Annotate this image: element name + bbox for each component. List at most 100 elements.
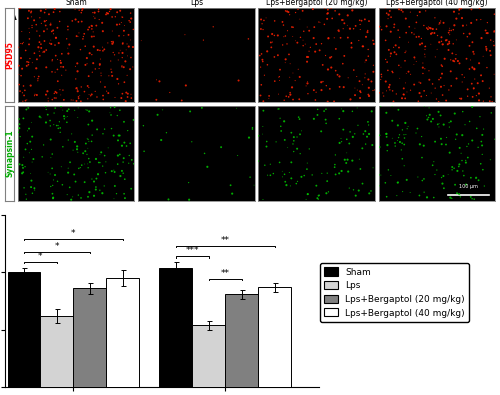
Point — [118, 62, 126, 69]
Point — [426, 25, 434, 32]
Point — [96, 61, 104, 68]
Point — [64, 165, 72, 171]
Point — [122, 47, 130, 53]
Point — [276, 115, 284, 121]
Point — [472, 175, 480, 182]
Point — [74, 19, 82, 25]
Point — [26, 36, 34, 42]
Point — [426, 77, 434, 83]
Point — [22, 106, 30, 113]
Point — [32, 21, 40, 28]
Point — [262, 143, 270, 150]
Point — [16, 88, 24, 94]
Point — [128, 157, 136, 163]
Point — [406, 189, 414, 196]
Point — [459, 168, 467, 174]
Point — [292, 181, 300, 187]
Point — [82, 140, 90, 147]
Point — [110, 52, 118, 58]
Point — [314, 195, 322, 201]
Point — [74, 34, 82, 40]
Point — [322, 117, 330, 123]
Point — [46, 136, 54, 143]
Point — [50, 9, 58, 15]
Point — [288, 175, 296, 181]
Point — [330, 98, 338, 105]
Point — [16, 40, 24, 47]
Point — [49, 27, 57, 34]
Point — [464, 141, 472, 147]
Point — [438, 63, 446, 70]
Point — [76, 92, 84, 98]
Text: ***: *** — [186, 246, 199, 255]
Point — [462, 157, 469, 164]
Point — [466, 66, 473, 72]
Point — [186, 108, 194, 115]
Point — [46, 123, 54, 129]
Point — [40, 38, 48, 44]
Point — [126, 19, 134, 25]
Point — [334, 27, 342, 34]
Point — [86, 189, 94, 195]
Point — [402, 120, 409, 126]
Point — [468, 39, 476, 45]
Point — [23, 58, 31, 65]
Point — [467, 175, 475, 181]
Point — [281, 137, 289, 143]
Point — [468, 104, 476, 110]
Point — [40, 28, 48, 34]
Point — [280, 34, 288, 40]
Point — [262, 138, 270, 145]
Point — [57, 64, 65, 70]
Point — [340, 84, 347, 90]
Point — [120, 64, 128, 70]
Point — [311, 49, 319, 55]
Point — [59, 107, 67, 113]
Point — [54, 178, 62, 184]
Point — [348, 40, 356, 46]
Point — [80, 88, 88, 95]
Point — [463, 143, 471, 150]
Point — [449, 41, 457, 47]
Point — [356, 26, 364, 33]
Point — [462, 22, 470, 28]
Point — [366, 190, 374, 197]
Point — [54, 122, 62, 129]
Point — [42, 92, 50, 98]
Point — [46, 40, 54, 46]
Point — [348, 44, 356, 51]
Point — [248, 124, 256, 131]
Point — [346, 185, 354, 191]
Point — [300, 28, 308, 34]
Point — [72, 179, 80, 185]
Point — [318, 170, 326, 177]
Point — [72, 86, 80, 92]
Point — [424, 24, 432, 30]
Point — [384, 167, 392, 173]
Point — [392, 42, 400, 49]
Point — [367, 188, 375, 194]
Point — [40, 142, 48, 148]
Point — [27, 184, 35, 190]
Point — [296, 34, 304, 41]
Point — [14, 152, 22, 158]
Point — [490, 29, 498, 35]
Text: *: * — [54, 242, 59, 251]
Point — [416, 141, 424, 147]
Point — [108, 168, 116, 174]
Point — [77, 98, 85, 104]
Point — [490, 28, 498, 34]
Point — [113, 21, 121, 28]
Point — [289, 24, 297, 30]
Point — [114, 152, 122, 159]
Point — [257, 16, 265, 23]
Point — [351, 85, 359, 91]
Point — [303, 58, 311, 65]
Point — [466, 194, 474, 200]
Point — [421, 54, 429, 60]
Point — [317, 128, 325, 135]
Point — [438, 92, 446, 98]
Point — [480, 126, 488, 132]
Point — [364, 27, 372, 34]
Point — [312, 97, 320, 103]
